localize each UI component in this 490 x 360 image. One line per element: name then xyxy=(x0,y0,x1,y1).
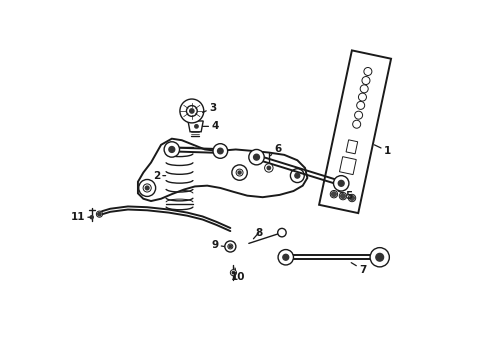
Text: 9: 9 xyxy=(211,240,224,250)
Circle shape xyxy=(238,171,241,174)
Polygon shape xyxy=(138,139,307,201)
Circle shape xyxy=(364,67,372,76)
Circle shape xyxy=(228,244,233,249)
Circle shape xyxy=(360,85,368,93)
Circle shape xyxy=(146,186,149,190)
Polygon shape xyxy=(188,121,203,132)
Circle shape xyxy=(334,176,349,191)
Circle shape xyxy=(225,241,236,252)
Circle shape xyxy=(187,105,197,116)
Circle shape xyxy=(97,211,102,217)
Circle shape xyxy=(213,144,228,158)
Circle shape xyxy=(283,254,289,260)
Circle shape xyxy=(356,113,361,118)
Circle shape xyxy=(358,103,363,108)
Circle shape xyxy=(330,190,338,198)
Circle shape xyxy=(362,86,367,91)
Text: 8: 8 xyxy=(253,228,263,239)
Circle shape xyxy=(354,122,359,127)
Polygon shape xyxy=(319,50,391,213)
Circle shape xyxy=(370,248,390,267)
Circle shape xyxy=(265,164,273,172)
Circle shape xyxy=(357,102,365,109)
Text: 3: 3 xyxy=(203,103,216,113)
Text: 6: 6 xyxy=(270,144,282,156)
Circle shape xyxy=(249,149,264,165)
Circle shape xyxy=(139,180,156,197)
Circle shape xyxy=(355,111,363,119)
Circle shape xyxy=(236,169,243,176)
Circle shape xyxy=(332,192,336,197)
Text: 5: 5 xyxy=(338,191,352,201)
Circle shape xyxy=(218,148,223,154)
Text: 10: 10 xyxy=(231,268,245,282)
Circle shape xyxy=(350,196,354,200)
Circle shape xyxy=(360,95,365,100)
Circle shape xyxy=(169,147,175,152)
Circle shape xyxy=(341,194,345,198)
Text: 1: 1 xyxy=(374,145,391,156)
Circle shape xyxy=(376,253,384,261)
Circle shape xyxy=(278,249,294,265)
Circle shape xyxy=(366,69,370,74)
Circle shape xyxy=(353,120,361,128)
Text: 11: 11 xyxy=(71,212,90,222)
Circle shape xyxy=(359,93,367,101)
Circle shape xyxy=(278,228,286,237)
Circle shape xyxy=(338,180,344,186)
Circle shape xyxy=(195,125,198,128)
Circle shape xyxy=(362,77,370,85)
Circle shape xyxy=(98,212,101,216)
Circle shape xyxy=(143,184,151,192)
Polygon shape xyxy=(340,157,356,175)
Circle shape xyxy=(364,78,368,83)
Circle shape xyxy=(348,194,356,202)
Circle shape xyxy=(291,169,304,183)
Circle shape xyxy=(232,165,247,180)
Circle shape xyxy=(339,192,346,200)
Text: 4: 4 xyxy=(203,121,219,131)
Circle shape xyxy=(267,166,270,170)
Circle shape xyxy=(232,271,235,274)
Text: 2: 2 xyxy=(153,171,166,181)
Text: 7: 7 xyxy=(351,263,367,275)
Circle shape xyxy=(230,270,237,276)
Circle shape xyxy=(190,109,194,113)
Circle shape xyxy=(254,154,259,160)
Circle shape xyxy=(229,245,232,248)
Polygon shape xyxy=(346,140,358,154)
Circle shape xyxy=(180,99,204,123)
Circle shape xyxy=(90,216,93,219)
Circle shape xyxy=(164,142,179,157)
Circle shape xyxy=(295,173,300,178)
